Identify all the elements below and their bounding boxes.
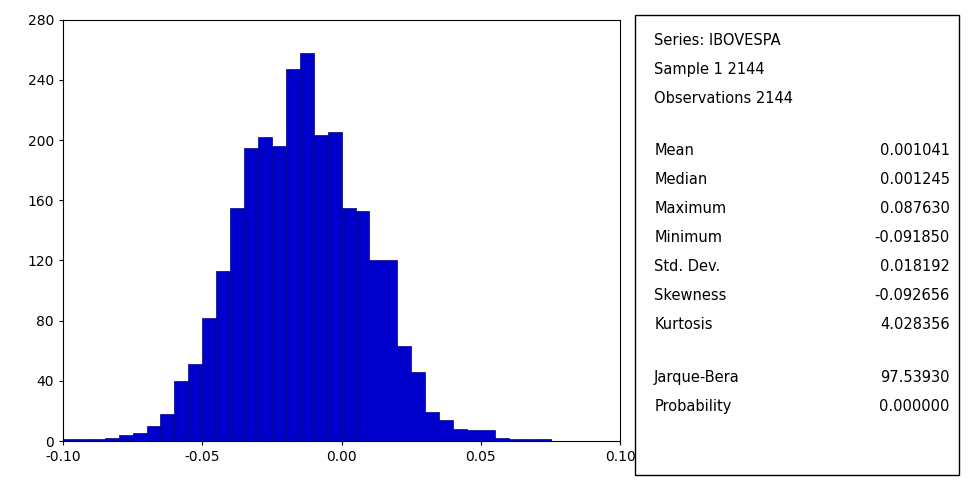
Bar bbox=[411, 372, 425, 441]
Bar bbox=[481, 430, 495, 441]
Bar bbox=[244, 147, 258, 441]
Bar bbox=[146, 426, 161, 441]
Text: 0.087630: 0.087630 bbox=[880, 201, 950, 217]
Bar bbox=[495, 438, 509, 441]
Bar bbox=[161, 414, 174, 441]
Text: 4.028356: 4.028356 bbox=[880, 318, 950, 333]
Bar bbox=[63, 440, 77, 441]
Text: Jarque-Bera: Jarque-Bera bbox=[654, 370, 740, 385]
Text: 0.001245: 0.001245 bbox=[880, 172, 950, 187]
Bar bbox=[453, 429, 467, 441]
Bar bbox=[258, 137, 272, 441]
Text: -0.091850: -0.091850 bbox=[874, 230, 950, 245]
Bar bbox=[314, 135, 328, 441]
Bar bbox=[299, 53, 314, 441]
Bar bbox=[369, 260, 384, 441]
Bar bbox=[328, 132, 341, 441]
Text: Observations 2144: Observations 2144 bbox=[654, 91, 794, 106]
Text: Series: IBOVESPA: Series: IBOVESPA bbox=[654, 33, 781, 48]
Text: Kurtosis: Kurtosis bbox=[654, 318, 712, 333]
Bar bbox=[77, 440, 91, 441]
Bar bbox=[356, 211, 369, 441]
Text: Minimum: Minimum bbox=[654, 230, 722, 245]
Bar bbox=[384, 260, 397, 441]
Text: Std. Dev.: Std. Dev. bbox=[654, 260, 720, 274]
Bar bbox=[133, 434, 146, 441]
Bar bbox=[425, 413, 439, 441]
Bar bbox=[341, 208, 356, 441]
Bar bbox=[188, 364, 203, 441]
Bar bbox=[119, 435, 133, 441]
Bar bbox=[216, 271, 230, 441]
Text: Skewness: Skewness bbox=[654, 289, 727, 303]
Bar bbox=[91, 440, 105, 441]
Text: 0.001041: 0.001041 bbox=[880, 144, 950, 158]
Bar bbox=[203, 318, 216, 441]
Text: 0.000000: 0.000000 bbox=[879, 399, 950, 414]
Bar bbox=[467, 430, 481, 441]
Bar bbox=[509, 440, 522, 441]
Bar bbox=[174, 381, 188, 441]
Text: Median: Median bbox=[654, 172, 707, 187]
Text: Probability: Probability bbox=[654, 399, 732, 414]
Bar bbox=[439, 420, 453, 441]
Text: Mean: Mean bbox=[654, 144, 694, 158]
Text: Sample 1 2144: Sample 1 2144 bbox=[654, 62, 765, 77]
Bar bbox=[230, 208, 244, 441]
Bar bbox=[522, 440, 537, 441]
Bar bbox=[105, 438, 118, 441]
Text: 97.53930: 97.53930 bbox=[880, 370, 950, 385]
Bar bbox=[286, 69, 299, 441]
Bar bbox=[537, 440, 550, 441]
Text: 0.018192: 0.018192 bbox=[880, 260, 950, 274]
Bar bbox=[272, 146, 286, 441]
Bar bbox=[397, 346, 411, 441]
Text: -0.092656: -0.092656 bbox=[874, 289, 950, 303]
Text: Maximum: Maximum bbox=[654, 201, 727, 217]
